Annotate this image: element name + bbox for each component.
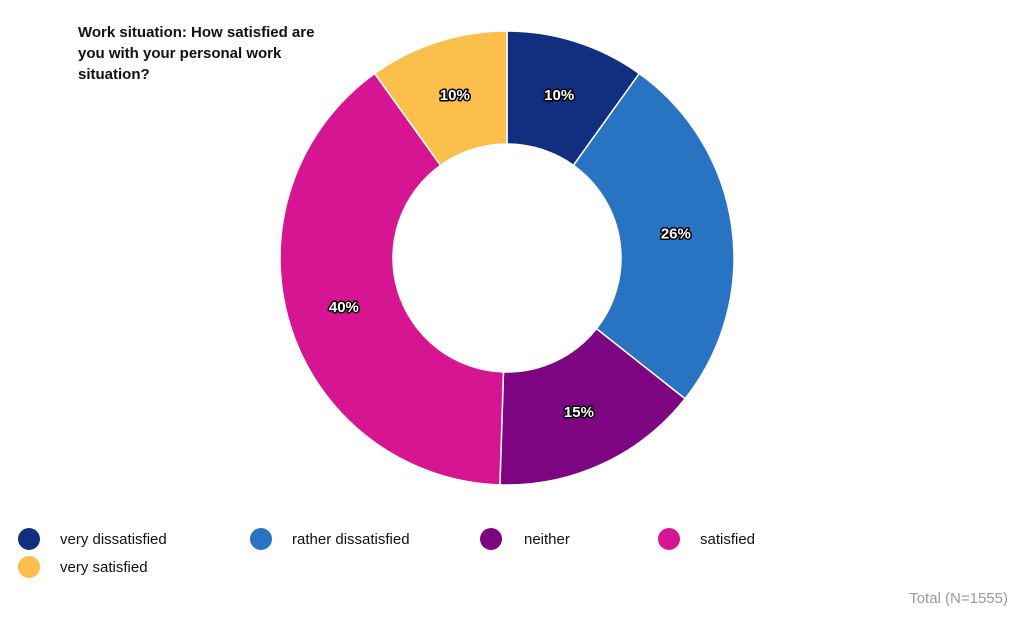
- legend-swatch-neither: [480, 528, 502, 550]
- slice-rather-dissatisfied: [572, 72, 735, 400]
- total-count: Total (N=1555): [909, 590, 1008, 607]
- chart-title: Work situation: How satisfied are you wi…: [78, 24, 315, 83]
- legend-label: rather dissatisfied: [292, 530, 410, 548]
- slice-label-neither: 15%: [564, 404, 594, 421]
- legend-item-satisfied[interactable]: satisfied: [658, 527, 755, 551]
- legend-label: very satisfied: [60, 558, 148, 576]
- legend-item-rather-dissatisfied[interactable]: rather dissatisfied: [250, 527, 410, 551]
- legend-swatch-rather-dissatisfied: [250, 528, 272, 550]
- slice-label-rather-dissatisfied: 26%: [661, 226, 691, 243]
- slice-very-satisfied: [373, 30, 508, 167]
- legend-swatch-satisfied: [658, 528, 680, 550]
- slice-label-satisfied: 40%: [329, 299, 359, 316]
- legend-item-neither[interactable]: neither: [480, 527, 570, 551]
- legend-item-very-dissatisfied[interactable]: very dissatisfied: [18, 527, 167, 551]
- legend-label: satisfied: [700, 530, 756, 548]
- legend-label: very dissatisfied: [60, 530, 167, 548]
- slice-neither: [499, 327, 687, 486]
- legend-label: neither: [524, 530, 570, 548]
- slice-label-very-satisfied: 10%: [440, 87, 470, 104]
- legend-swatch-very-dissatisfied: [18, 528, 40, 550]
- legend-item-very-satisfied[interactable]: very satisfied: [18, 555, 148, 579]
- legend-swatch-very-satisfied: [18, 556, 40, 578]
- slice-label-very-dissatisfied: 10%: [544, 87, 574, 104]
- slice-satisfied: [279, 72, 505, 486]
